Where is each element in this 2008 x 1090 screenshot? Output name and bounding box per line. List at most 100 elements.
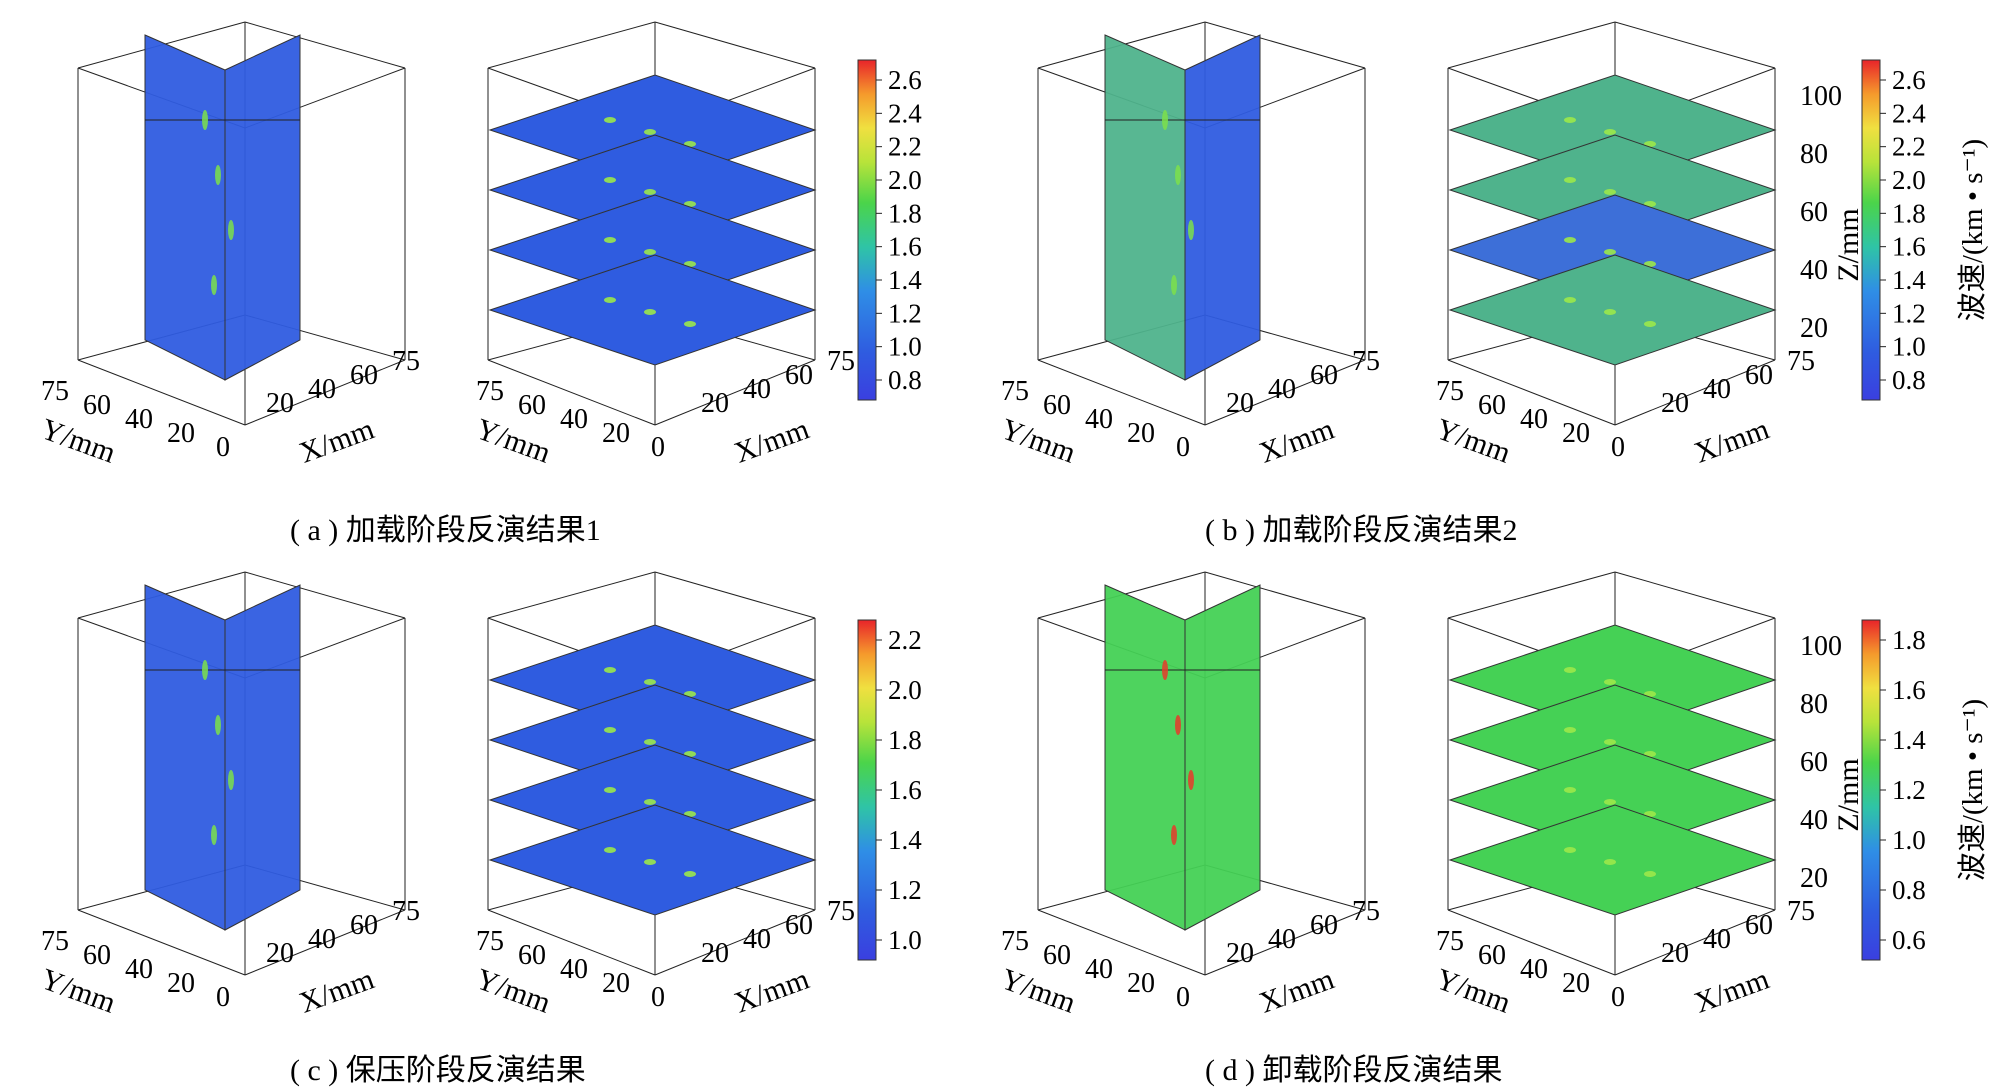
- colorbar-tick-label: 1.6: [888, 775, 922, 805]
- caption-b: ( b ) 加载阶段反演结果2: [1205, 514, 1518, 547]
- velocity-anomaly: [1604, 739, 1616, 745]
- x-tick-label: 60: [1310, 360, 1338, 391]
- colorbar-tick-label: 0.6: [1892, 925, 1926, 955]
- velocity-anomaly: [1564, 847, 1576, 853]
- z-tick-label: 100: [1800, 631, 1842, 662]
- x-tick-label: 20: [1661, 388, 1689, 419]
- x-tick-label: 20: [1226, 388, 1254, 419]
- y-tick-label: 0: [1176, 432, 1190, 463]
- velocity-anomaly: [1604, 189, 1616, 195]
- y-tick-label: 60: [1043, 390, 1071, 421]
- y-tick-label: 20: [1127, 968, 1155, 999]
- velocity-anomaly: [1564, 117, 1576, 123]
- caption-c: ( c ) 保压阶段反演结果: [290, 1054, 586, 1087]
- colorbar-tick-label: 2.0: [1892, 165, 1926, 195]
- colorbar-tick-label: 0.8: [1892, 875, 1926, 905]
- colorbar-tick-label: 0.8: [1892, 365, 1926, 395]
- colorbar: [1861, 59, 1881, 401]
- box-edge: [654, 909, 816, 976]
- colorbar-tick-label: 2.0: [888, 675, 922, 705]
- velocity-anomaly: [604, 117, 616, 123]
- panel-a: 75 60 40 20 0 Y/mm 20 40 60 75 X/mm 75 60 40 20 0 Y/mm 20…: [37, 21, 922, 470]
- vertical-slice-xz: [144, 34, 226, 381]
- box-edge: [1447, 571, 1616, 619]
- y-tick-label: 75: [1001, 926, 1029, 957]
- velocity-anomaly: [1604, 799, 1616, 805]
- caption-d: ( d ) 卸载阶段反演结果: [1205, 1054, 1503, 1087]
- y-tick-label: 20: [602, 418, 630, 449]
- y-tick-label: 75: [41, 376, 69, 407]
- x-axis-label: X/mm: [730, 962, 813, 1019]
- x-tick-label: 60: [350, 910, 378, 941]
- x-tick-label: 40: [1703, 374, 1731, 405]
- x-tick-label: 60: [785, 910, 813, 941]
- colorbar-tick-label: 1.6: [1892, 675, 1926, 705]
- box-edge: [1614, 571, 1776, 619]
- panel-c: 75 60 40 20 0 Y/mm 20 40 60 75 X/mm 75 60 40 20 0 Y/mm 20…: [37, 571, 922, 1020]
- velocity-anomaly: [1604, 249, 1616, 255]
- y-tick-label: 0: [651, 982, 665, 1013]
- z-axis-label: Z/mm: [1832, 208, 1865, 281]
- x-tick-label: 60: [1745, 910, 1773, 941]
- x-tick-label: 75: [392, 896, 420, 927]
- y-axis-label: Y/mm: [37, 962, 120, 1019]
- velocity-anomaly: [211, 825, 217, 845]
- box-edge: [1204, 359, 1366, 426]
- x-tick-label: 75: [1787, 346, 1815, 377]
- velocity-anomaly: [228, 770, 234, 790]
- colorbar-tick-label: 2.6: [888, 65, 922, 95]
- z-tick-label: 60: [1800, 197, 1828, 228]
- colorbar-tick-label: 1.2: [888, 875, 922, 905]
- z-tick-label: 20: [1800, 863, 1828, 894]
- colorbar-tick-label: 1.2: [1892, 298, 1926, 328]
- x-axis-label: X/mm: [295, 412, 378, 469]
- y-tick-label: 60: [1043, 940, 1071, 971]
- velocity-anomaly: [1188, 770, 1194, 790]
- velocity-anomaly: [644, 799, 656, 805]
- box-edge: [1037, 359, 1206, 426]
- x-tick-label: 40: [308, 924, 336, 955]
- z-tick-label: 100: [1800, 81, 1842, 112]
- velocity-anomaly: [1175, 165, 1181, 185]
- velocity-anomaly: [1604, 859, 1616, 865]
- box-edge: [1614, 21, 1776, 69]
- y-tick-label: 0: [216, 432, 230, 463]
- velocity-anomaly: [215, 715, 221, 735]
- colorbar-tick-label: 1.6: [1892, 232, 1926, 262]
- y-tick-label: 0: [216, 982, 230, 1013]
- y-tick-label: 75: [1436, 926, 1464, 957]
- colorbar-tick-label: 1.8: [888, 198, 922, 228]
- x-axis-label: X/mm: [1255, 412, 1338, 469]
- y-tick-label: 0: [651, 432, 665, 463]
- colorbar-tick-label: 1.4: [888, 265, 922, 295]
- velocity-anomaly: [1644, 871, 1656, 877]
- y-axis-label: Y/mm: [37, 412, 120, 469]
- y-tick-label: 60: [518, 390, 546, 421]
- velocity-anomaly: [228, 220, 234, 240]
- box-edge: [77, 909, 246, 976]
- x-tick-label: 40: [1268, 374, 1296, 405]
- colorbar-tick-label: 2.4: [888, 98, 922, 128]
- colorbar-tick-label: 1.0: [1892, 332, 1926, 362]
- colorbar: [857, 619, 877, 961]
- box-edge: [1204, 909, 1366, 976]
- colorbar-tick-label: 1.0: [1892, 825, 1926, 855]
- colorbar-tick-label: 2.4: [1892, 98, 1926, 128]
- velocity-anomaly: [1604, 129, 1616, 135]
- colorbar-tick-label: 2.2: [1892, 132, 1926, 162]
- box-edge: [487, 21, 656, 69]
- velocity-anomaly: [604, 297, 616, 303]
- y-axis-label: Y/mm: [472, 962, 555, 1019]
- y-tick-label: 75: [1001, 376, 1029, 407]
- box-edge: [654, 571, 816, 619]
- y-tick-label: 60: [83, 940, 111, 971]
- velocity-anomaly: [1162, 660, 1168, 680]
- x-axis-label: X/mm: [1690, 412, 1773, 469]
- velocity-anomaly: [1604, 309, 1616, 315]
- x-tick-label: 60: [1745, 360, 1773, 391]
- x-tick-label: 20: [266, 938, 294, 969]
- x-tick-label: 40: [1268, 924, 1296, 955]
- x-tick-label: 20: [701, 388, 729, 419]
- velocity-anomaly: [1188, 220, 1194, 240]
- y-tick-label: 0: [1611, 982, 1625, 1013]
